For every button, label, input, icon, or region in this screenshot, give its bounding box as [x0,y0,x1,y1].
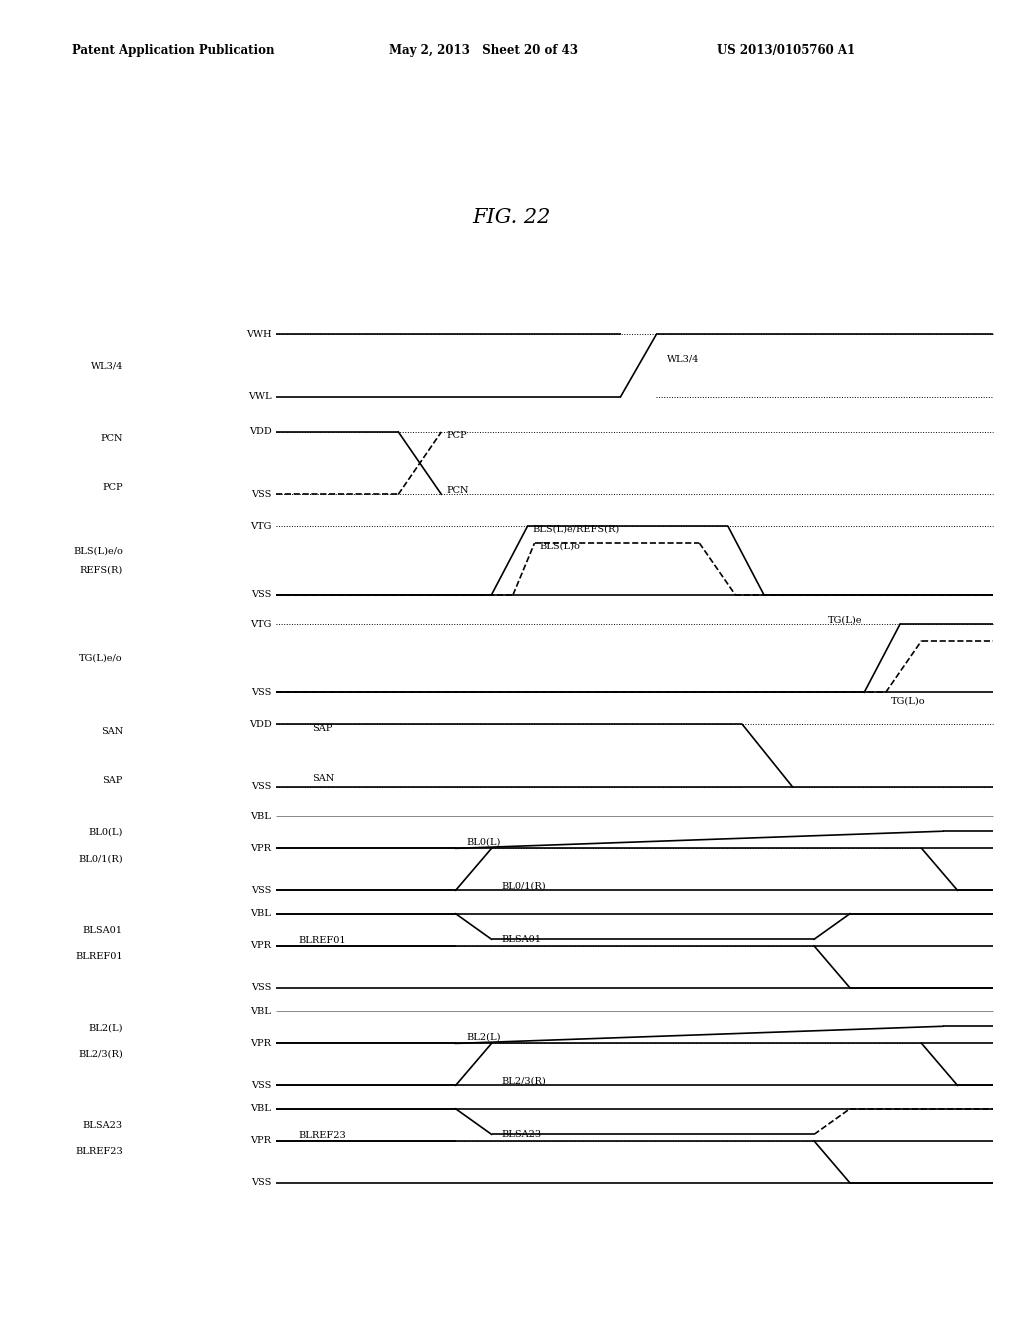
Text: BLSA23: BLSA23 [83,1121,123,1130]
Text: BLREF01: BLREF01 [75,952,123,961]
Text: BLS(L)o: BLS(L)o [540,541,581,550]
Text: VDD: VDD [249,719,271,729]
Text: WL3/4: WL3/4 [90,362,123,370]
Text: VPR: VPR [250,1039,271,1048]
Text: VSS: VSS [251,590,271,599]
Text: BLS(L)e/REFS(R): BLS(L)e/REFS(R) [532,524,620,533]
Text: VBL: VBL [251,1105,271,1113]
Text: VSS: VSS [251,688,271,697]
Text: WL3/4: WL3/4 [667,355,699,363]
Text: VPR: VPR [250,1137,271,1146]
Text: BL2(L): BL2(L) [88,1023,123,1032]
Text: BL2/3(R): BL2/3(R) [78,1049,123,1059]
Text: SAP: SAP [312,723,333,733]
Text: BLREF23: BLREF23 [298,1131,346,1140]
Text: VBL: VBL [251,1007,271,1015]
Text: PCP: PCP [102,483,123,492]
Text: May 2, 2013   Sheet 20 of 43: May 2, 2013 Sheet 20 of 43 [389,44,579,57]
Text: SAP: SAP [102,776,123,785]
Text: US 2013/0105760 A1: US 2013/0105760 A1 [717,44,855,57]
Text: VSS: VSS [251,1081,271,1090]
Text: BL0(L): BL0(L) [466,837,501,846]
Text: BLSA01: BLSA01 [83,925,123,935]
Text: FIG. 22: FIG. 22 [473,209,551,227]
Text: BL0/1(R): BL0/1(R) [78,854,123,863]
Text: BL2/3(R): BL2/3(R) [502,1077,547,1086]
Text: TG(L)o: TG(L)o [891,696,926,705]
Text: VWL: VWL [248,392,271,401]
Text: SAN: SAN [100,726,123,735]
Text: BLSA01: BLSA01 [502,935,542,944]
Text: VSS: VSS [251,983,271,993]
Text: TG(L)e/o: TG(L)e/o [79,653,123,663]
Text: PCP: PCP [446,432,467,441]
Text: Patent Application Publication: Patent Application Publication [72,44,274,57]
Text: BL0(L): BL0(L) [88,828,123,837]
Text: VTG: VTG [250,619,271,628]
Text: PCN: PCN [446,486,469,495]
Text: BLREF23: BLREF23 [75,1147,123,1156]
Text: BLREF01: BLREF01 [298,936,346,945]
Text: TG(L)e: TG(L)e [827,615,862,624]
Text: VDD: VDD [249,428,271,437]
Text: VSS: VSS [251,783,271,792]
Text: VSS: VSS [251,886,271,895]
Text: SAN: SAN [312,774,335,783]
Text: BL2(L): BL2(L) [466,1032,501,1041]
Text: BLSA23: BLSA23 [502,1130,542,1139]
Text: VBL: VBL [251,812,271,821]
Text: VWH: VWH [246,330,271,339]
Text: VBL: VBL [251,909,271,919]
Text: REFS(R): REFS(R) [80,565,123,574]
Text: PCN: PCN [100,434,123,444]
Text: VPR: VPR [250,941,271,950]
Text: VSS: VSS [251,1179,271,1188]
Text: BL0/1(R): BL0/1(R) [502,882,547,891]
Text: BLS(L)e/o: BLS(L)e/o [73,546,123,556]
Text: VTG: VTG [250,521,271,531]
Text: VPR: VPR [250,843,271,853]
Text: VSS: VSS [251,490,271,499]
